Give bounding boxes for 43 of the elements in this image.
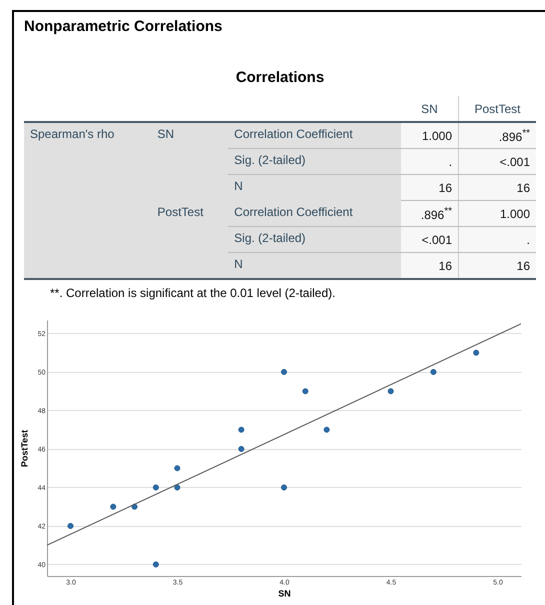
- point: [302, 388, 308, 394]
- text: .896$^{**}$: [400, 200, 459, 226]
- text: 16: [458, 174, 536, 200]
- text: <.001: [400, 226, 459, 252]
- text: Correlations: [234, 69, 326, 86]
- point: [281, 368, 287, 375]
- text: Correlation Coefficient: [228, 200, 401, 226]
- point: [281, 484, 287, 490]
- text: <.001: [458, 148, 536, 174]
- text: PostTest: [151, 200, 228, 279]
- text: **. Correlation is significant at the 0.01 level (2-tailed).: [50, 286, 336, 300]
- point: [174, 484, 180, 490]
- text: Sig. (2-tailed): [228, 226, 401, 252]
- text: 16: [400, 252, 459, 279]
- text: N: [228, 174, 401, 200]
- y-axis-title: PostTest: [20, 430, 30, 468]
- point: [388, 388, 394, 394]
- text: N: [228, 252, 401, 279]
- text: 16: [458, 252, 536, 279]
- text: Spearman's rho: [24, 122, 152, 279]
- text: Correlation Coefficient: [228, 122, 401, 148]
- text: PostTest: [458, 96, 536, 122]
- text: 16: [400, 174, 459, 200]
- text: .: [400, 148, 459, 174]
- point: [238, 426, 244, 433]
- point: [67, 522, 74, 529]
- point: [152, 484, 159, 490]
- point: [430, 368, 436, 375]
- point: [324, 426, 330, 433]
- text: Nonparametric Correlations: [24, 18, 224, 35]
- text: SN: [420, 100, 439, 118]
- point: [473, 350, 480, 356]
- point: [174, 465, 180, 472]
- text: SN: [151, 122, 228, 200]
- text: .: [458, 226, 536, 252]
- text: 1.000: [400, 122, 459, 148]
- point: [238, 446, 244, 452]
- text: Sig. (2-tailed): [228, 148, 401, 174]
- x-axis-title: SN: [278, 588, 291, 598]
- text: 1.000: [458, 200, 536, 226]
- point: [110, 504, 116, 510]
- point: [152, 561, 159, 568]
- text: .896$^{**}$: [458, 122, 536, 148]
